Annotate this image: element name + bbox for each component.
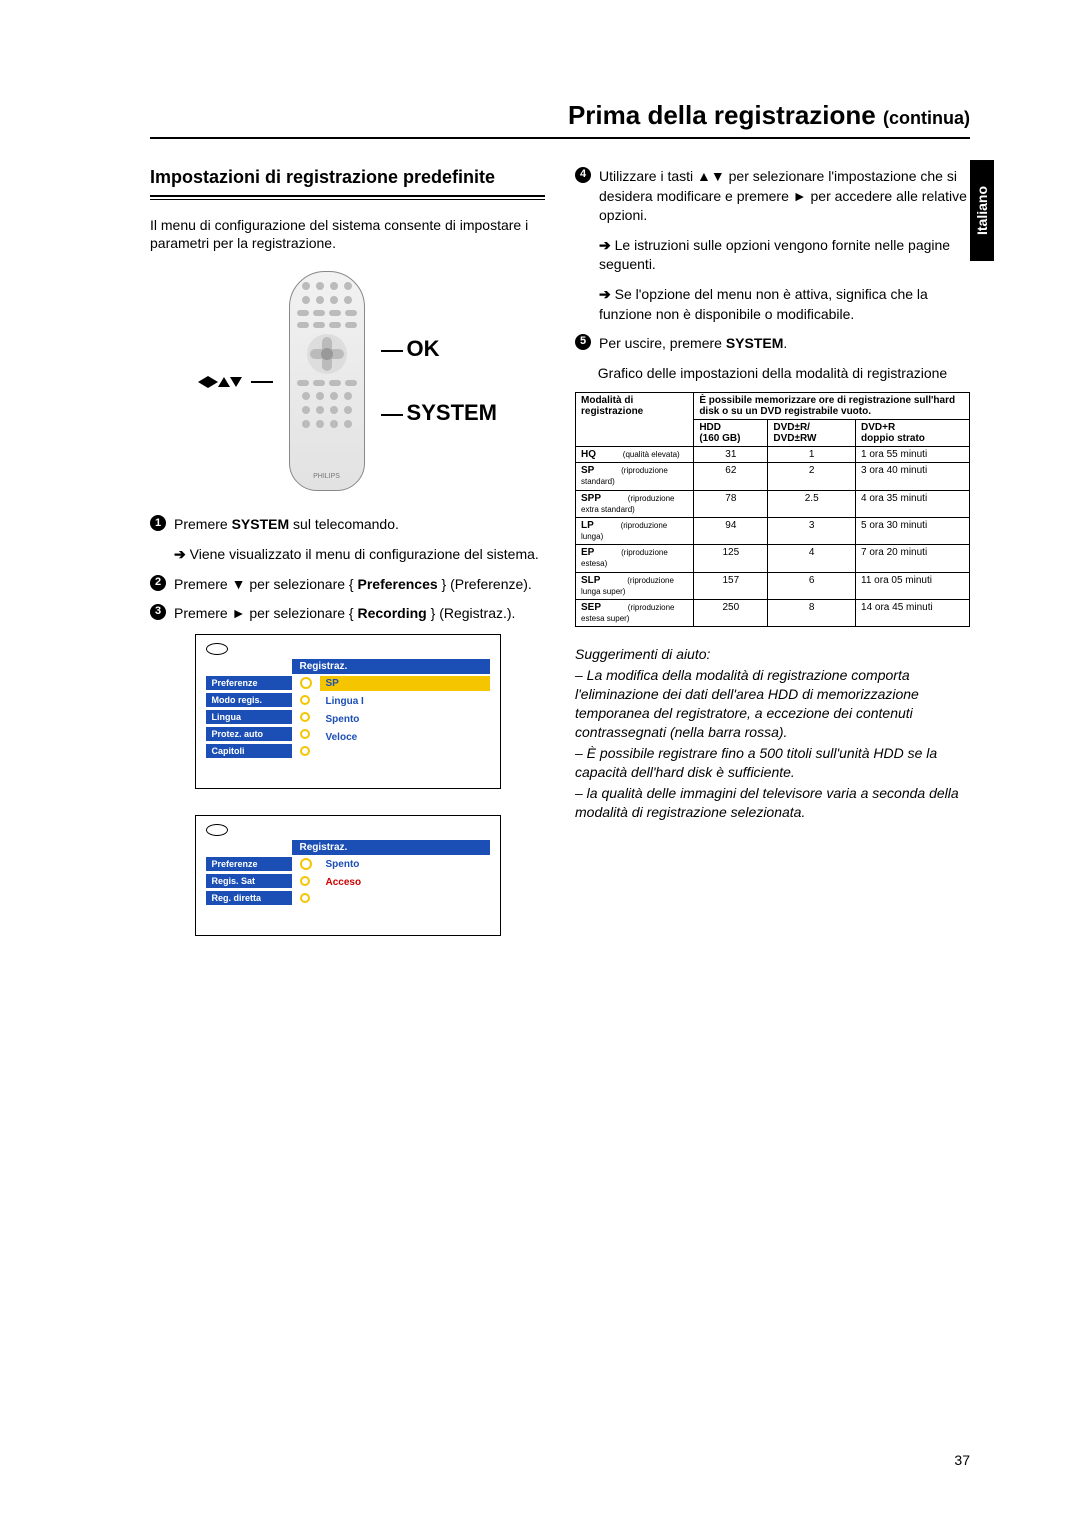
- menu1-header: Registraz.: [292, 659, 490, 674]
- menu-value: Acceso: [320, 875, 490, 890]
- menu-item: Reg. diretta: [206, 891, 292, 905]
- remote-icon: PHILIPS: [289, 271, 365, 491]
- th-store: È possibile memorizzare ore di registraz…: [694, 392, 970, 419]
- menu-item: Capitoli: [206, 744, 292, 758]
- th-mode: Modalità di registrazione: [576, 392, 694, 446]
- menu-value: Veloce: [320, 730, 490, 745]
- menu-item: Protez. auto: [206, 727, 292, 741]
- table-row: SEP (riproduzione estesa super)250814 or…: [576, 600, 970, 627]
- language-tab: Italiano: [970, 160, 994, 261]
- arrows-label: [198, 370, 277, 393]
- th-hdd: HDD(160 GB): [694, 419, 768, 446]
- step-1: 1 Premere SYSTEM sul telecomando.: [150, 515, 545, 535]
- hints-title: Suggerimenti di aiuto:: [575, 645, 970, 664]
- page-number: 37: [954, 1452, 970, 1468]
- hint-2: – È possibile registrare fino a 500 tito…: [575, 744, 970, 782]
- menu-item: Lingua: [206, 710, 292, 724]
- step-2: 2 Premere ▼ per selezionare { Preference…: [150, 575, 545, 595]
- menu-value: Lingua I: [320, 694, 490, 709]
- menu2-header: Registraz.: [292, 840, 490, 855]
- title-main: Prima della registrazione: [568, 100, 876, 130]
- step-4-sub2: ➔ Se l'opzione del menu non è attiva, si…: [599, 285, 970, 324]
- step-5: 5 Per uscire, premere SYSTEM.: [575, 334, 970, 354]
- system-label: SYSTEM: [377, 400, 497, 426]
- rule: [150, 195, 545, 200]
- table-row: EP (riproduzione estesa)12547 ora 20 min…: [576, 545, 970, 572]
- table-row: SP (riproduzione standard)6223 ora 40 mi…: [576, 463, 970, 490]
- th-dl: DVD+Rdoppio strato: [856, 419, 970, 446]
- step-1-sub: ➔ Viene visualizzato il menu di configur…: [174, 545, 545, 565]
- title-suffix: (continua): [883, 108, 970, 128]
- ok-label: OK: [377, 336, 440, 362]
- table-caption: Grafico delle impostazioni della modalit…: [575, 364, 970, 382]
- table-row: LP (riproduzione lunga)9435 ora 30 minut…: [576, 517, 970, 544]
- remote-diagram: PHILIPS OK SYSTEM: [150, 271, 545, 491]
- menu-value: Spento: [320, 712, 490, 727]
- menu-value: SP: [320, 676, 490, 691]
- hint-3: – la qualità delle immagini del televiso…: [575, 784, 970, 822]
- th-dvdrw: DVD±R/DVD±RW: [768, 419, 856, 446]
- menu-screenshot-2: Registraz. Preferenze Regis. Sat Reg. dire…: [195, 815, 501, 936]
- menu-item: Preferenze: [206, 857, 292, 871]
- hints: Suggerimenti di aiuto: – La modifica del…: [575, 645, 970, 821]
- menu-screenshot-1: Registraz. Preferenze Modo regis. Lingua Pr…: [195, 634, 501, 789]
- table-row: SLP (riproduzione lunga super)157611 ora…: [576, 572, 970, 599]
- menu-item: Regis. Sat: [206, 874, 292, 888]
- hint-1: – La modifica della modalità di registra…: [575, 666, 970, 742]
- step-3: 3 Premere ► per selezionare { Recording …: [150, 604, 545, 624]
- recording-modes-table: Modalità di registrazione È possibile me…: [575, 392, 970, 627]
- page-title: Prima della registrazione (continua): [150, 100, 970, 139]
- intro-text: Il menu di configurazione del sistema co…: [150, 216, 545, 254]
- step-4: 4 Utilizzare i tasti ▲▼ per selezionare …: [575, 167, 970, 226]
- menu-item: Preferenze: [206, 676, 292, 690]
- menu-value: Spento: [320, 857, 490, 872]
- step-4-sub1: ➔ Le istruzioni sulle opzioni vengono fo…: [599, 236, 970, 275]
- section-heading: Impostazioni di registrazione predefinit…: [150, 167, 545, 189]
- table-row: HQ (qualità elevata)3111 ora 55 minuti: [576, 446, 970, 462]
- table-row: SPP (riproduzione extra standard)782.54 …: [576, 490, 970, 517]
- menu-item: Modo regis.: [206, 693, 292, 707]
